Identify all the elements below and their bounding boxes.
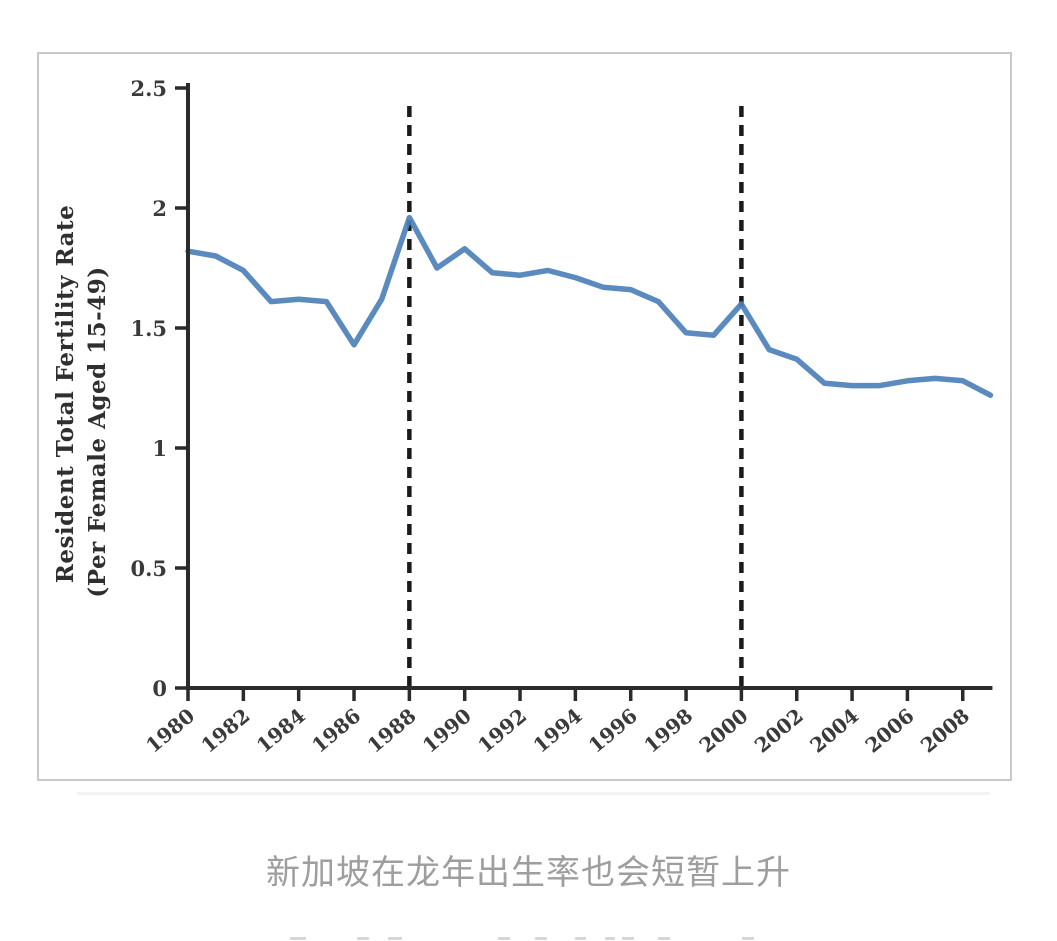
fertility-rate-line xyxy=(185,214,994,398)
chart-card: 0 0.5 1 1.5 2 2.5 1980 1982 1984 1986 1988 1990 1992… xyxy=(37,52,1012,781)
x-tick-label-1988: 1988 xyxy=(363,703,421,757)
x-tick-label-1984: 1984 xyxy=(252,703,310,757)
fertility-chart: 0 0.5 1 1.5 2 2.5 1980198219841986198819901992… xyxy=(52,76,994,758)
x-tick-label-2008: 2008 xyxy=(916,703,974,757)
clipped-text-fragment xyxy=(388,937,402,940)
x-tick-label-2002: 2002 xyxy=(750,703,808,757)
clipped-text-fragment xyxy=(658,937,670,940)
x-tick-label-2000: 2000 xyxy=(695,703,753,757)
card-shadow-line xyxy=(77,792,990,795)
chart-caption: 新加坡在龙年出生率也会短暂上升 xyxy=(266,854,791,892)
y-axis-title-line1: Resident Total Fertility Rate xyxy=(52,205,79,584)
clipped-bottom-text-line xyxy=(0,936,1057,941)
y-tick-label-2: 2 xyxy=(152,196,167,221)
y-axis-title-line2: (Per Female Aged 15-49) xyxy=(84,266,111,597)
x-tick-label-1994: 1994 xyxy=(529,703,587,757)
clipped-text-fragment xyxy=(575,937,586,940)
y-tick-label-1: 1 xyxy=(152,436,167,461)
clipped-text-fragment xyxy=(290,937,306,940)
clipped-text-fragment xyxy=(605,937,615,940)
clipped-text-fragment xyxy=(622,937,634,940)
y-tick-label-0.5: 0.5 xyxy=(130,556,167,581)
x-tick-label-1986: 1986 xyxy=(307,703,365,757)
x-tick-label-1990: 1990 xyxy=(418,703,476,757)
x-tick-label-1998: 1998 xyxy=(639,703,697,757)
y-tick-label-1.5: 1.5 xyxy=(130,316,167,341)
x-tick-label-2006: 2006 xyxy=(861,703,919,757)
y-tick-label-0: 0 xyxy=(152,676,167,701)
x-tick-label-1982: 1982 xyxy=(196,703,254,757)
x-tick-label-1980: 1980 xyxy=(141,703,199,757)
clipped-text-fragment xyxy=(498,937,510,940)
x-tick-label-1992: 1992 xyxy=(473,703,531,757)
clipped-text-fragment xyxy=(357,937,369,940)
x-tick-label-2004: 2004 xyxy=(805,703,863,757)
clipped-text-fragment xyxy=(535,937,547,940)
clipped-text-fragment xyxy=(742,937,754,940)
x-tick-label-1996: 1996 xyxy=(584,703,642,757)
y-tick-label-2.5: 2.5 xyxy=(130,76,167,101)
